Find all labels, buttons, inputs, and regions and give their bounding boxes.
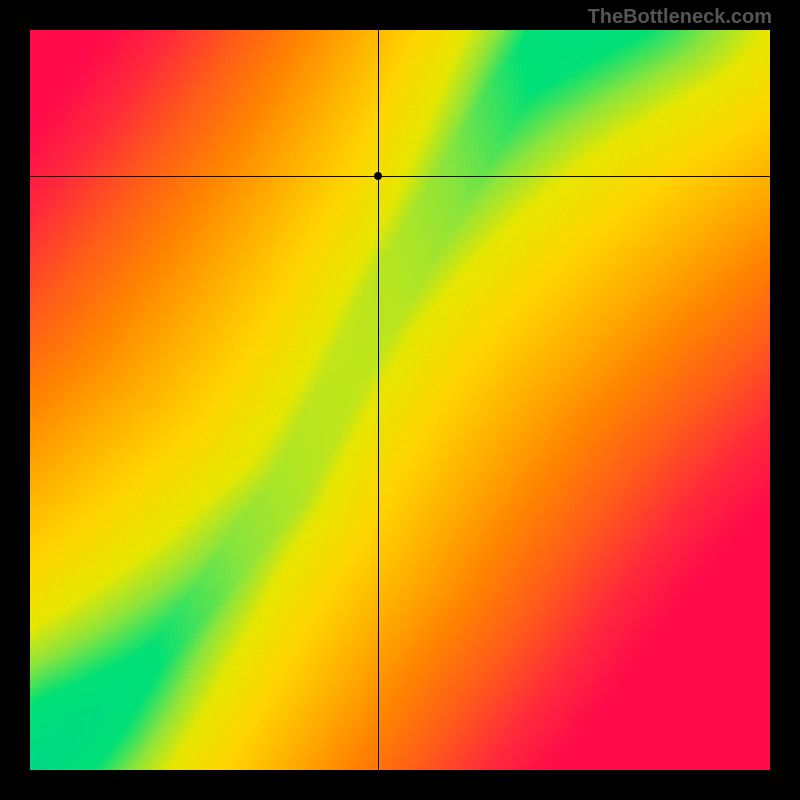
crosshair-vertical xyxy=(378,30,379,770)
heatmap-canvas xyxy=(30,30,770,770)
crosshair-horizontal xyxy=(30,176,770,177)
watermark-text: TheBottleneck.com xyxy=(588,6,772,29)
crosshair-marker xyxy=(374,172,382,180)
heatmap-plot xyxy=(30,30,770,770)
